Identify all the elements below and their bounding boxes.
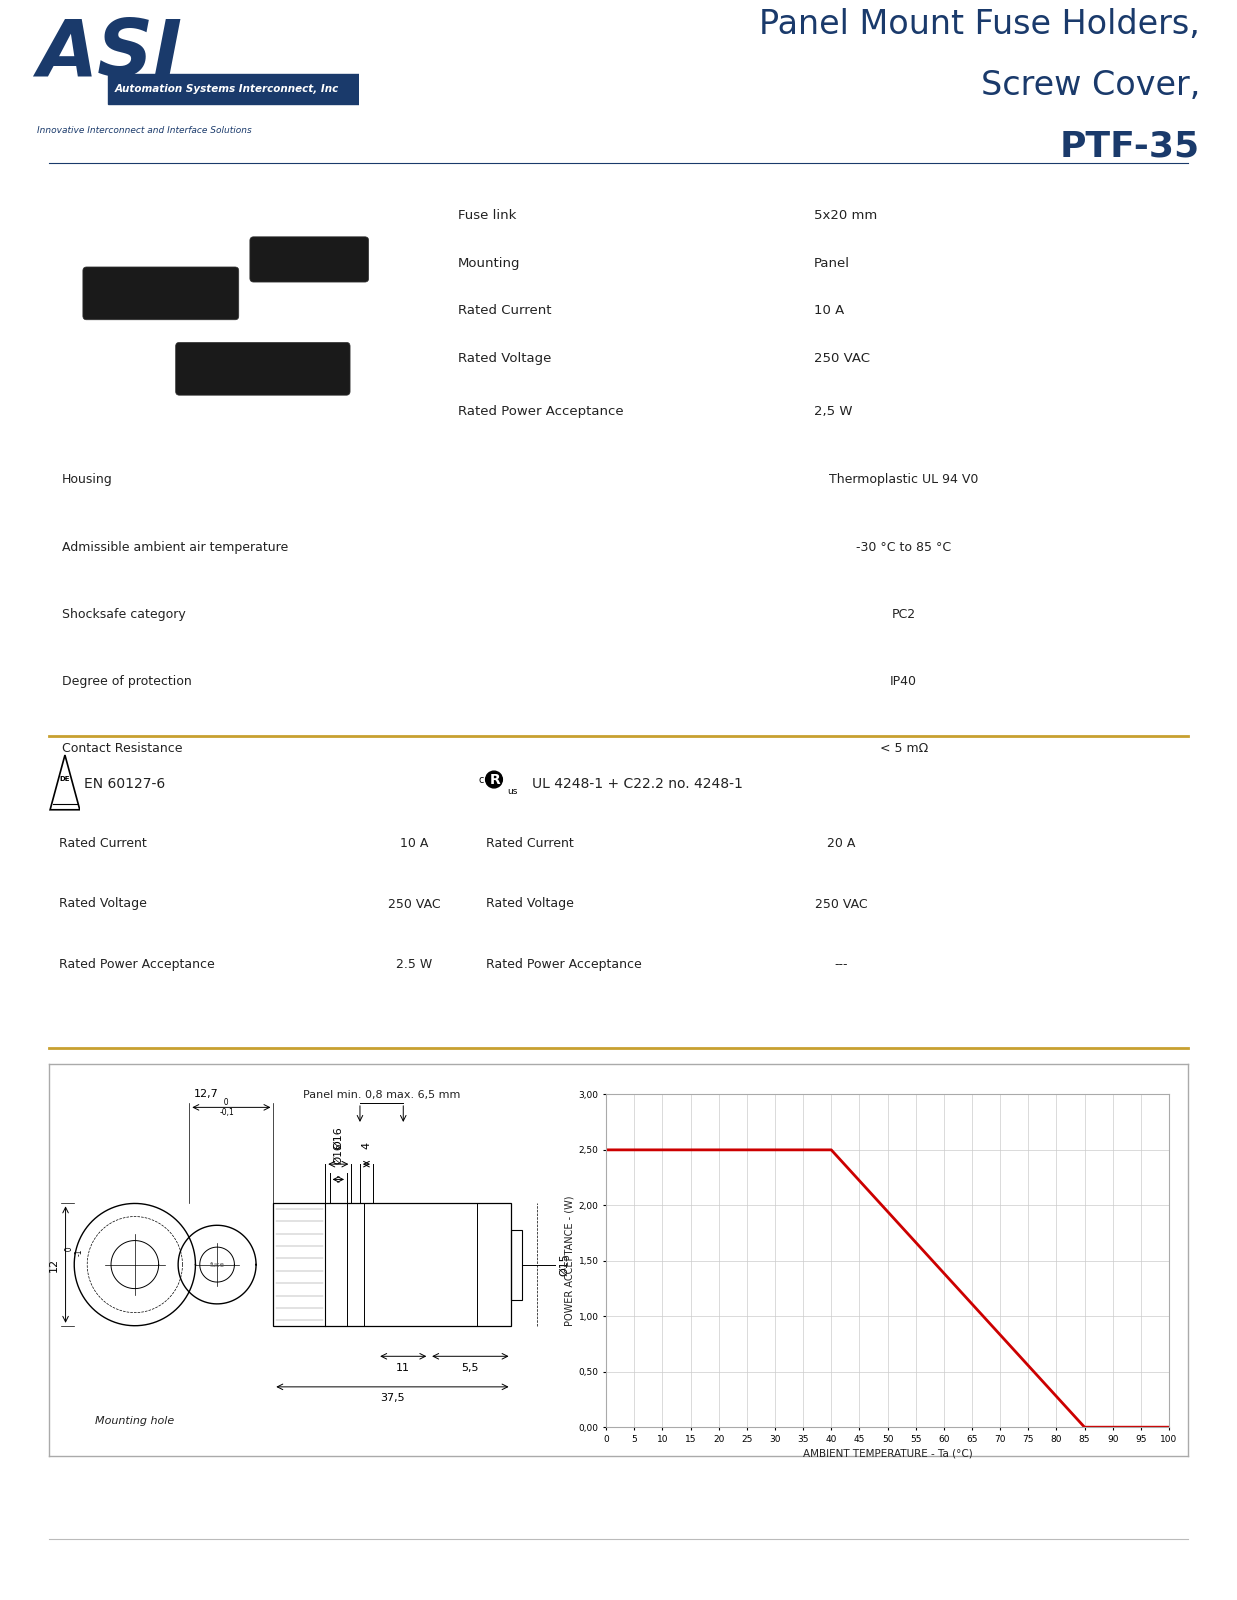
Bar bbox=[108, 74, 359, 104]
Text: c: c bbox=[479, 774, 484, 784]
Text: Fuse link: Fuse link bbox=[458, 210, 516, 222]
Text: 37,5: 37,5 bbox=[380, 1394, 404, 1403]
Text: -30 °C to 85 °C: -30 °C to 85 °C bbox=[856, 541, 951, 554]
Text: 10 A: 10 A bbox=[814, 304, 844, 317]
Text: 2,5 W: 2,5 W bbox=[814, 405, 852, 418]
Text: ---: --- bbox=[835, 958, 847, 971]
X-axis label: AMBIENT TEMPERATURE - Ta (°C): AMBIENT TEMPERATURE - Ta (°C) bbox=[803, 1448, 972, 1458]
Text: PC2: PC2 bbox=[892, 608, 915, 621]
Text: Panel: Panel bbox=[814, 256, 850, 270]
Text: R: R bbox=[490, 773, 500, 787]
Text: Screw Cover,: Screw Cover, bbox=[981, 69, 1200, 102]
Text: Rated Voltage: Rated Voltage bbox=[59, 898, 147, 910]
Text: 12: 12 bbox=[49, 1258, 59, 1272]
Text: Rated Voltage: Rated Voltage bbox=[486, 898, 574, 910]
Text: us: us bbox=[507, 787, 517, 795]
Text: Rated Power Acceptance: Rated Power Acceptance bbox=[59, 958, 215, 971]
Text: Degree of protection: Degree of protection bbox=[62, 675, 192, 688]
Text: Innovative Interconnect and Interface Solutions: Innovative Interconnect and Interface So… bbox=[37, 126, 252, 134]
Text: UL 4248-1 + C22.2 no. 4248-1: UL 4248-1 + C22.2 no. 4248-1 bbox=[532, 778, 742, 790]
Text: Panel min. 0,8 max. 6,5 mm: Panel min. 0,8 max. 6,5 mm bbox=[303, 1090, 460, 1099]
Text: IP40: IP40 bbox=[891, 675, 917, 688]
Text: 20 A: 20 A bbox=[828, 837, 855, 850]
Text: Rated Current: Rated Current bbox=[458, 304, 552, 317]
Text: Housing: Housing bbox=[62, 474, 113, 486]
Text: Ø16: Ø16 bbox=[333, 1126, 344, 1149]
Text: Automation Systems Interconnect, Inc: Automation Systems Interconnect, Inc bbox=[114, 85, 339, 94]
FancyBboxPatch shape bbox=[176, 342, 350, 395]
FancyBboxPatch shape bbox=[250, 237, 369, 282]
Bar bbox=[273, 1203, 511, 1326]
Text: < 5 mΩ: < 5 mΩ bbox=[880, 742, 928, 755]
Text: Mounting: Mounting bbox=[458, 256, 521, 270]
Text: Thermoplastic UL 94 V0: Thermoplastic UL 94 V0 bbox=[829, 474, 978, 486]
Text: EN 60127-6: EN 60127-6 bbox=[84, 778, 166, 790]
Text: Admissible ambient air temperature: Admissible ambient air temperature bbox=[62, 541, 288, 554]
Text: fuse: fuse bbox=[209, 1261, 225, 1267]
Text: ASI: ASI bbox=[37, 16, 182, 91]
Y-axis label: POWER ACCEPTANCE - (W): POWER ACCEPTANCE - (W) bbox=[564, 1195, 574, 1326]
Text: 10 A: 10 A bbox=[401, 837, 428, 850]
Text: Rated Voltage: Rated Voltage bbox=[458, 352, 550, 365]
Text: Panel Mount Fuse Holders,: Panel Mount Fuse Holders, bbox=[760, 8, 1200, 42]
Text: 0
-0,1: 0 -0,1 bbox=[219, 1098, 234, 1117]
Text: Contact Resistance: Contact Resistance bbox=[62, 742, 182, 755]
Bar bbox=[511, 1230, 522, 1299]
Text: 2.5 W: 2.5 W bbox=[396, 958, 433, 971]
Text: 250 VAC: 250 VAC bbox=[388, 898, 440, 910]
Text: 4: 4 bbox=[361, 1142, 371, 1149]
Text: Rated Current: Rated Current bbox=[486, 837, 574, 850]
Text: 5x20 mm: 5x20 mm bbox=[814, 210, 877, 222]
FancyBboxPatch shape bbox=[83, 267, 239, 320]
Text: Ø16: Ø16 bbox=[333, 1142, 344, 1165]
Text: 250 VAC: 250 VAC bbox=[815, 898, 867, 910]
Text: DE: DE bbox=[59, 776, 71, 782]
Text: Shocksafe category: Shocksafe category bbox=[62, 608, 186, 621]
Text: R: R bbox=[489, 773, 500, 787]
Text: PTF-35: PTF-35 bbox=[1060, 130, 1200, 163]
Text: 12,7: 12,7 bbox=[194, 1088, 219, 1099]
Text: Ø15: Ø15 bbox=[559, 1253, 569, 1275]
Text: 11: 11 bbox=[396, 1363, 411, 1373]
Text: Rated Current: Rated Current bbox=[59, 837, 147, 850]
Text: Mounting hole: Mounting hole bbox=[95, 1416, 174, 1426]
Text: Rated Power Acceptance: Rated Power Acceptance bbox=[486, 958, 642, 971]
Text: 250 VAC: 250 VAC bbox=[814, 352, 870, 365]
Text: 0
-1: 0 -1 bbox=[64, 1246, 84, 1256]
Text: 5,5: 5,5 bbox=[461, 1363, 479, 1373]
Text: Rated Power Acceptance: Rated Power Acceptance bbox=[458, 405, 623, 418]
